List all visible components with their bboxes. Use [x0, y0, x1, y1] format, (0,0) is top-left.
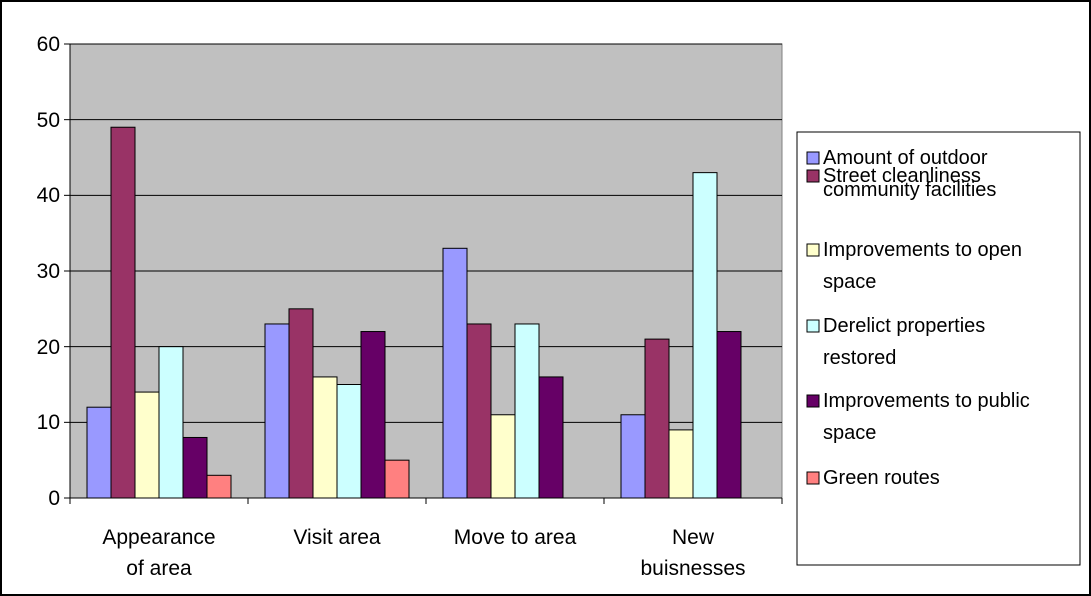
- bar: [336, 384, 362, 499]
- legend-label: Improvements to open space: [823, 239, 1022, 293]
- bar: [490, 414, 516, 499]
- legend-swatch: [806, 471, 820, 485]
- legend-label: Street cleanliness: [823, 165, 981, 187]
- y-tick-label: 20: [36, 335, 60, 359]
- x-tick-label: Appearance of area: [102, 526, 216, 580]
- bar: [158, 346, 184, 499]
- bar: [206, 474, 232, 499]
- bar: [264, 323, 290, 499]
- bar: [182, 436, 208, 499]
- y-tick-label: 50: [36, 108, 60, 132]
- bar: [668, 429, 694, 499]
- y-tick-label: 10: [36, 411, 60, 435]
- x-tick-label: Visit area: [293, 526, 381, 549]
- bar: [110, 126, 136, 499]
- bar: [538, 376, 564, 499]
- legend-label: Improvements to public space: [823, 390, 1030, 444]
- bar: [514, 323, 540, 499]
- legend-swatch: [806, 394, 820, 408]
- bar: [312, 376, 338, 499]
- bar: [644, 338, 670, 499]
- bar: [620, 414, 646, 499]
- bar: [716, 331, 742, 499]
- bar: [466, 323, 492, 499]
- legend-swatch: [806, 169, 820, 183]
- legend-swatch: [806, 319, 820, 333]
- y-tick-label: 0: [48, 487, 60, 510]
- legend-swatch: [806, 243, 820, 257]
- y-tick-label: 30: [36, 260, 60, 283]
- bar: [360, 331, 386, 499]
- legend-label: Derelict properties restored: [823, 315, 986, 369]
- y-tick-label: 60: [36, 33, 60, 56]
- legend-label: Amount of outdoor community facilities: [823, 147, 997, 201]
- legend-swatch: [806, 151, 820, 165]
- y-tick-label: 40: [36, 184, 60, 208]
- bar: [692, 172, 718, 499]
- bar: [134, 391, 160, 499]
- legend: [796, 131, 1081, 566]
- bar: [384, 459, 410, 499]
- legend-label: Green routes: [823, 467, 940, 489]
- bar: [288, 308, 314, 499]
- bar: [86, 406, 112, 499]
- x-tick-label: Move to area: [453, 526, 577, 549]
- bar: [442, 247, 468, 499]
- x-tick-label: New buisnesses: [640, 526, 746, 580]
